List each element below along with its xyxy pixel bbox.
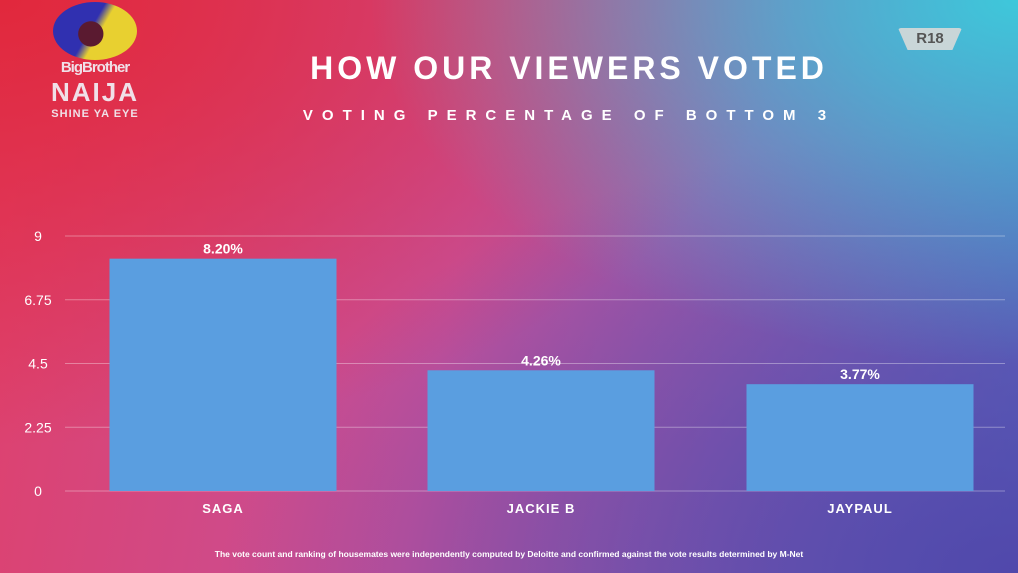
y-tick-label: 0 xyxy=(34,483,42,499)
eye-logo-icon xyxy=(53,2,137,60)
y-tick-label: 4.5 xyxy=(28,356,48,372)
chart-title: HOW OUR VIEWERS VOTED xyxy=(310,50,828,86)
logo-line1: BigBrother xyxy=(60,59,130,76)
data-label: 4.26% xyxy=(521,352,561,368)
chart-subtitle: VOTING PERCENTAGE OF BOTTOM 3 xyxy=(302,107,836,124)
footnote: The vote count and ranking of housemates… xyxy=(214,549,804,559)
logo-line2: NAIJA xyxy=(50,77,139,107)
big-brother-naija-logo: BigBrother NAIJA SHINE YA EYE xyxy=(45,2,155,137)
bar xyxy=(427,370,655,491)
x-tick-label: JAYPAUL xyxy=(827,501,893,516)
x-tick-label: JACKIE B xyxy=(507,501,576,516)
data-label: 3.77% xyxy=(840,366,880,382)
x-tick-label: SAGA xyxy=(202,501,244,516)
logo-tagline: SHINE YA EYE xyxy=(51,108,139,120)
y-tick-label: 6.75 xyxy=(24,292,51,308)
bar xyxy=(746,384,974,491)
bar xyxy=(109,258,337,491)
y-tick-label: 2.25 xyxy=(24,419,51,435)
rating-badge: R18 xyxy=(898,28,962,50)
data-label: 8.20% xyxy=(203,241,243,257)
y-tick-label: 9 xyxy=(34,228,42,244)
